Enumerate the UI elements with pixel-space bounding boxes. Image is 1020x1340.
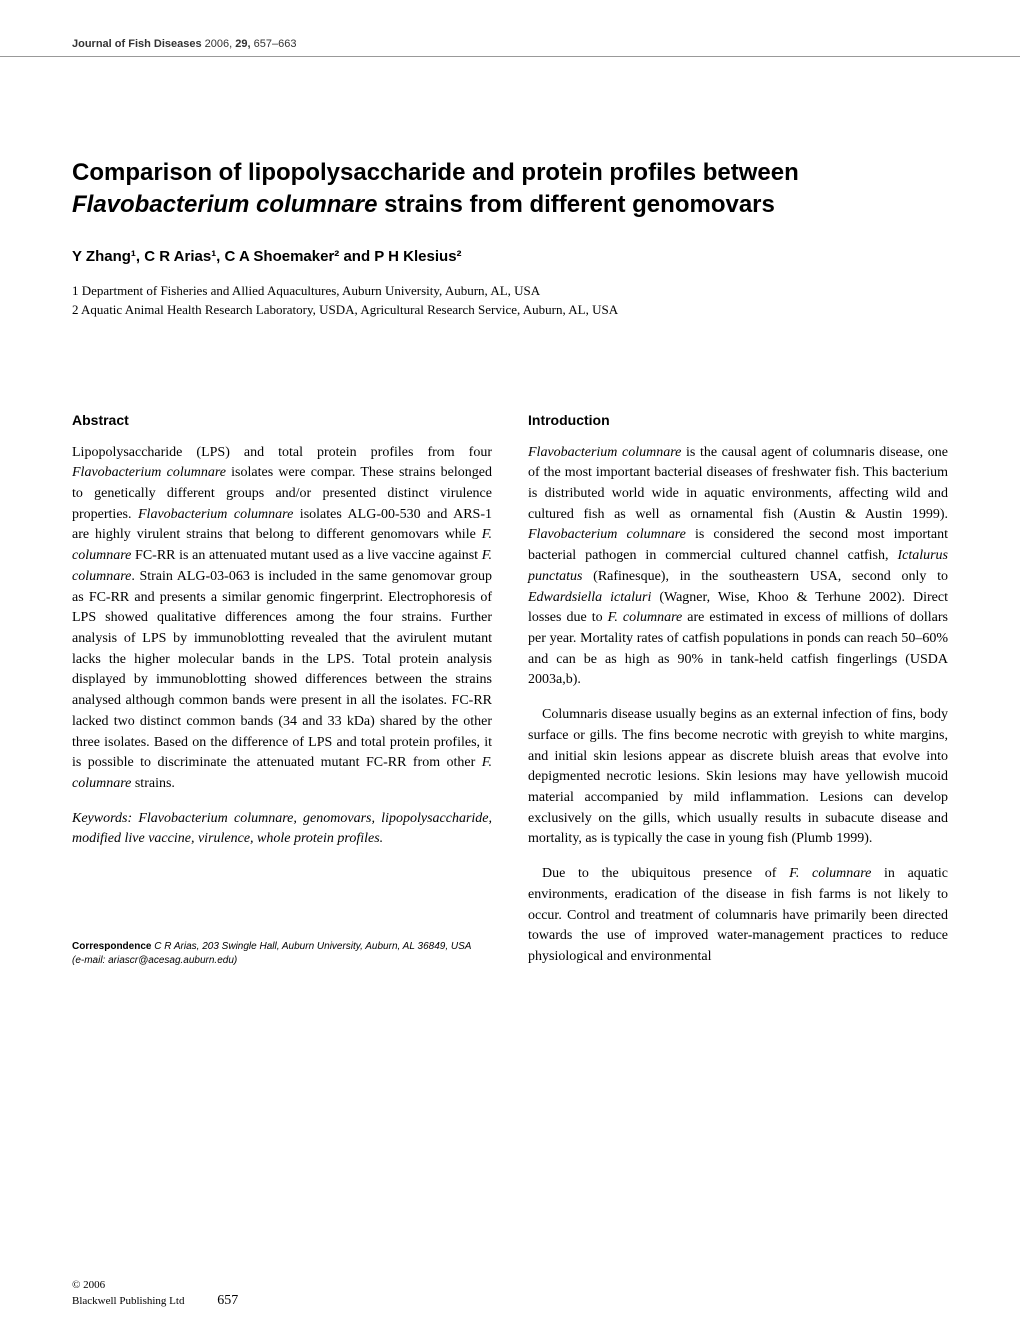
correspondence-text: C R Arias, 203 Swingle Hall, Auburn Univ… <box>151 941 471 952</box>
right-column: Introduction Flavobacterium columnare is… <box>528 410 948 982</box>
page-number: 657 <box>217 1293 238 1308</box>
title-italic: Flavobacterium columnare <box>72 191 377 218</box>
journal-year: 2006, <box>205 38 233 50</box>
correspondence-block: Correspondence C R Arias, 203 Swingle Ha… <box>72 940 492 968</box>
authors-line: Y Zhang¹, C R Arias¹, C A Shoemaker² and… <box>72 248 948 265</box>
article-title: Comparison of lipopolysaccharide and pro… <box>72 157 948 222</box>
introduction-heading: Introduction <box>528 410 948 431</box>
two-column-layout: Abstract Lipopolysaccharide (LPS) and to… <box>72 410 948 982</box>
journal-header: Journal of Fish Diseases 2006, 29, 657–6… <box>0 0 1020 57</box>
left-column: Abstract Lipopolysaccharide (LPS) and to… <box>72 410 492 982</box>
footer: © 2006 Blackwell Publishing Ltd 657 <box>72 1278 238 1310</box>
correspondence-label: Correspondence <box>72 941 151 952</box>
intro-p1: Flavobacterium columnare is the causal a… <box>528 443 948 692</box>
affiliation-1: 1 Department of Fisheries and Allied Aqu… <box>72 281 948 301</box>
journal-name: Journal of Fish Diseases <box>72 38 202 50</box>
correspondence-email: (e-mail: ariascr@acesag.auburn.edu) <box>72 955 237 966</box>
abstract-heading: Abstract <box>72 410 492 431</box>
intro-p2: Columnaris disease usually begins as an … <box>528 705 948 850</box>
title-part-2: strains from different genomovars <box>377 191 774 218</box>
affiliation-2: 2 Aquatic Animal Health Research Laborat… <box>72 300 948 320</box>
copyright: © 2006 <box>72 1278 238 1292</box>
publisher: Blackwell Publishing Ltd <box>72 1295 184 1307</box>
journal-pages: 657–663 <box>254 38 297 50</box>
journal-volume: 29, <box>235 38 250 50</box>
intro-p3: Due to the ubiquitous presence of F. col… <box>528 864 948 968</box>
publisher-line: Blackwell Publishing Ltd 657 <box>72 1292 238 1310</box>
abstract-text: Lipopolysaccharide (LPS) and total prote… <box>72 443 492 795</box>
title-part-1: Comparison of lipopolysaccharide and pro… <box>72 159 799 186</box>
keywords-label: Keywords: <box>72 811 132 826</box>
content-wrapper: Comparison of lipopolysaccharide and pro… <box>0 57 1020 982</box>
keywords: Keywords: Flavobacterium columnare, geno… <box>72 809 492 850</box>
affiliations: 1 Department of Fisheries and Allied Aqu… <box>72 281 948 320</box>
